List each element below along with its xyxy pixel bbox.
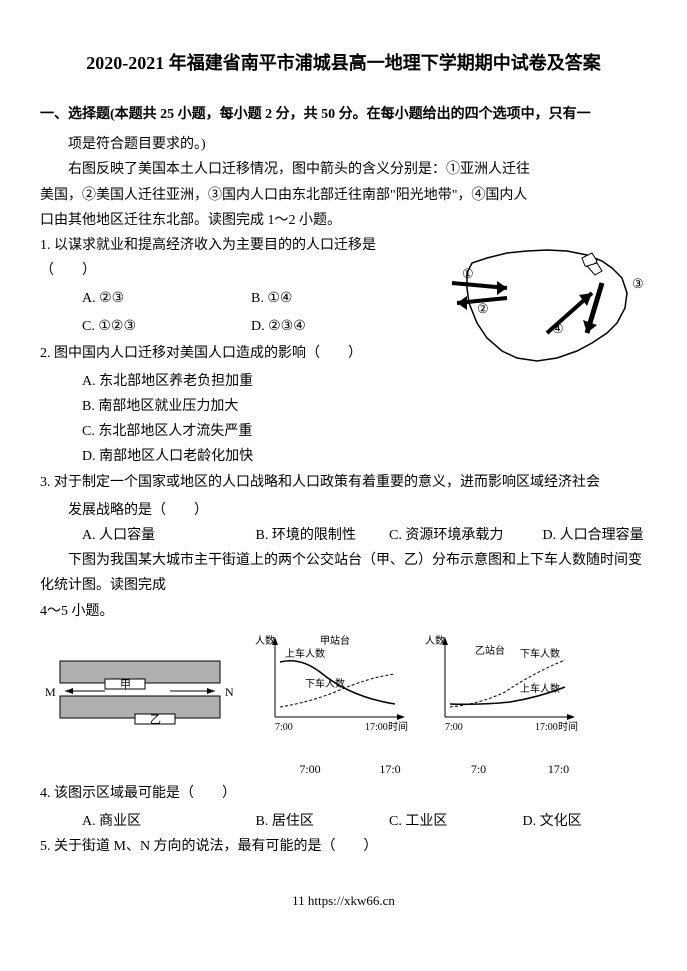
time-t3: 7:0 <box>471 759 486 781</box>
passage1-line3: 口由其他地区迁往东北部。读图完成 1～2 小题。 <box>40 208 647 233</box>
q3-optD: D. 人口合理容量 <box>543 528 644 543</box>
passage1-line1: 右图反映了美国本土人口迁移情况，图中箭头的含义分别是：①亚洲人迁往 <box>40 157 647 182</box>
chart-yi: 人数 乙站台 下车人数 上车人数 7:00 17:00 时间 <box>420 632 580 742</box>
svg-text:7:00: 7:00 <box>275 722 293 733</box>
q2-optD: D. 南部地区人口老龄化加快 <box>82 444 420 469</box>
svg-text:甲: 甲 <box>120 679 131 691</box>
passage2-line1: 下图为我国某大城市主干街道上的两个公交站台（甲、乙）分布示意图和上下车人数随时间… <box>40 548 647 598</box>
time-t4: 17:0 <box>548 759 569 781</box>
q4-stem: 4. 该图示区域最可能是（ ） <box>40 781 647 806</box>
q3-stem2: 发展战略的是（ ） <box>40 498 647 523</box>
q1-optA: A. ②③ <box>82 286 251 311</box>
q2-optA: A. 东北部地区养老负担加重 <box>82 369 420 394</box>
svg-text:乙站台: 乙站台 <box>475 644 505 657</box>
time-t1: 7:00 <box>299 759 320 781</box>
street-label-m: M <box>45 685 56 699</box>
svg-text:上车人数: 上车人数 <box>285 647 325 660</box>
q1-optB: B. ①④ <box>251 286 420 311</box>
q1-stem: 1. 以谋求就业和提高经济收入为主要目的的人口迁移是（ ） <box>40 233 420 283</box>
svg-text:甲站台: 甲站台 <box>320 634 350 647</box>
q2-optC: C. 东北部地区人才流失严重 <box>82 419 420 444</box>
time-t2: 17:0 <box>379 759 400 781</box>
svg-text:17:00: 17:00 <box>365 722 388 733</box>
q5-stem: 5. 关于街道 M、N 方向的说法，最有可能的是（ ） <box>40 834 647 859</box>
passage2-line2: 4～5 小题。 <box>40 599 647 624</box>
svg-text:时间: 时间 <box>388 720 408 733</box>
q2-optB: B. 南部地区就业压力加大 <box>82 394 420 419</box>
q1-optD: D. ②③④ <box>251 314 420 339</box>
q1-optC: C. ①②③ <box>82 314 251 339</box>
passage1-line2: 美国，②美国人迁往亚洲，③国内人口由东北部迁往南部"阳光地带"，④国内人 <box>40 183 647 208</box>
usa-map-figure: ① ② ③ ④ <box>447 233 647 383</box>
q4-optC: C. 工业区 <box>389 809 519 834</box>
q3-optC: C. 资源环境承载力 <box>389 523 539 548</box>
svg-text:乙: 乙 <box>150 713 161 726</box>
svg-text:下车人数: 下车人数 <box>520 647 560 660</box>
page-footer: 11 https://xkw66.cn <box>40 889 647 912</box>
svg-text:7:00: 7:00 <box>445 722 463 733</box>
section-header: 一、选择题(本题共 25 小题，每小题 2 分，共 50 分。在每小题给出的四个… <box>40 102 647 127</box>
q4-optD: D. 文化区 <box>523 814 582 829</box>
svg-text:17:00: 17:00 <box>535 722 558 733</box>
map-label-4: ④ <box>552 321 564 336</box>
q4-optB: B. 居住区 <box>256 809 386 834</box>
q3-optA: A. 人口容量 <box>82 523 252 548</box>
map-label-3: ③ <box>632 276 644 291</box>
map-label-1: ① <box>462 266 474 281</box>
q4-optA: A. 商业区 <box>82 809 252 834</box>
street-label-n: N <box>225 685 234 699</box>
q3-stem1: 3. 对于制定一个国家或地区的人口战略和人口政策有着重要的意义，进而影响区域经济… <box>40 470 647 495</box>
document-title: 2020-2021 年福建省南平市浦城县高一地理下学期期中试卷及答案 <box>40 50 647 77</box>
section-header-cont: 项是符合题目要求的。) <box>40 132 647 157</box>
svg-text:下车人数: 下车人数 <box>305 677 345 690</box>
street-diagram: 甲 乙 M N <box>40 646 240 736</box>
map-label-2: ② <box>477 301 489 316</box>
q2-stem: 2. 图中国内人口迁移对美国人口造成的影响（ ） <box>40 341 420 366</box>
svg-text:上车人数: 上车人数 <box>520 682 560 695</box>
svg-text:人数: 人数 <box>255 634 275 647</box>
svg-text:时间: 时间 <box>558 720 578 733</box>
chart-jia: 人数 甲站台 上车人数 下车人数 7:00 17:00 时间 <box>250 632 410 742</box>
q3-optB: B. 环境的限制性 <box>256 523 386 548</box>
svg-text:人数: 人数 <box>425 634 445 647</box>
